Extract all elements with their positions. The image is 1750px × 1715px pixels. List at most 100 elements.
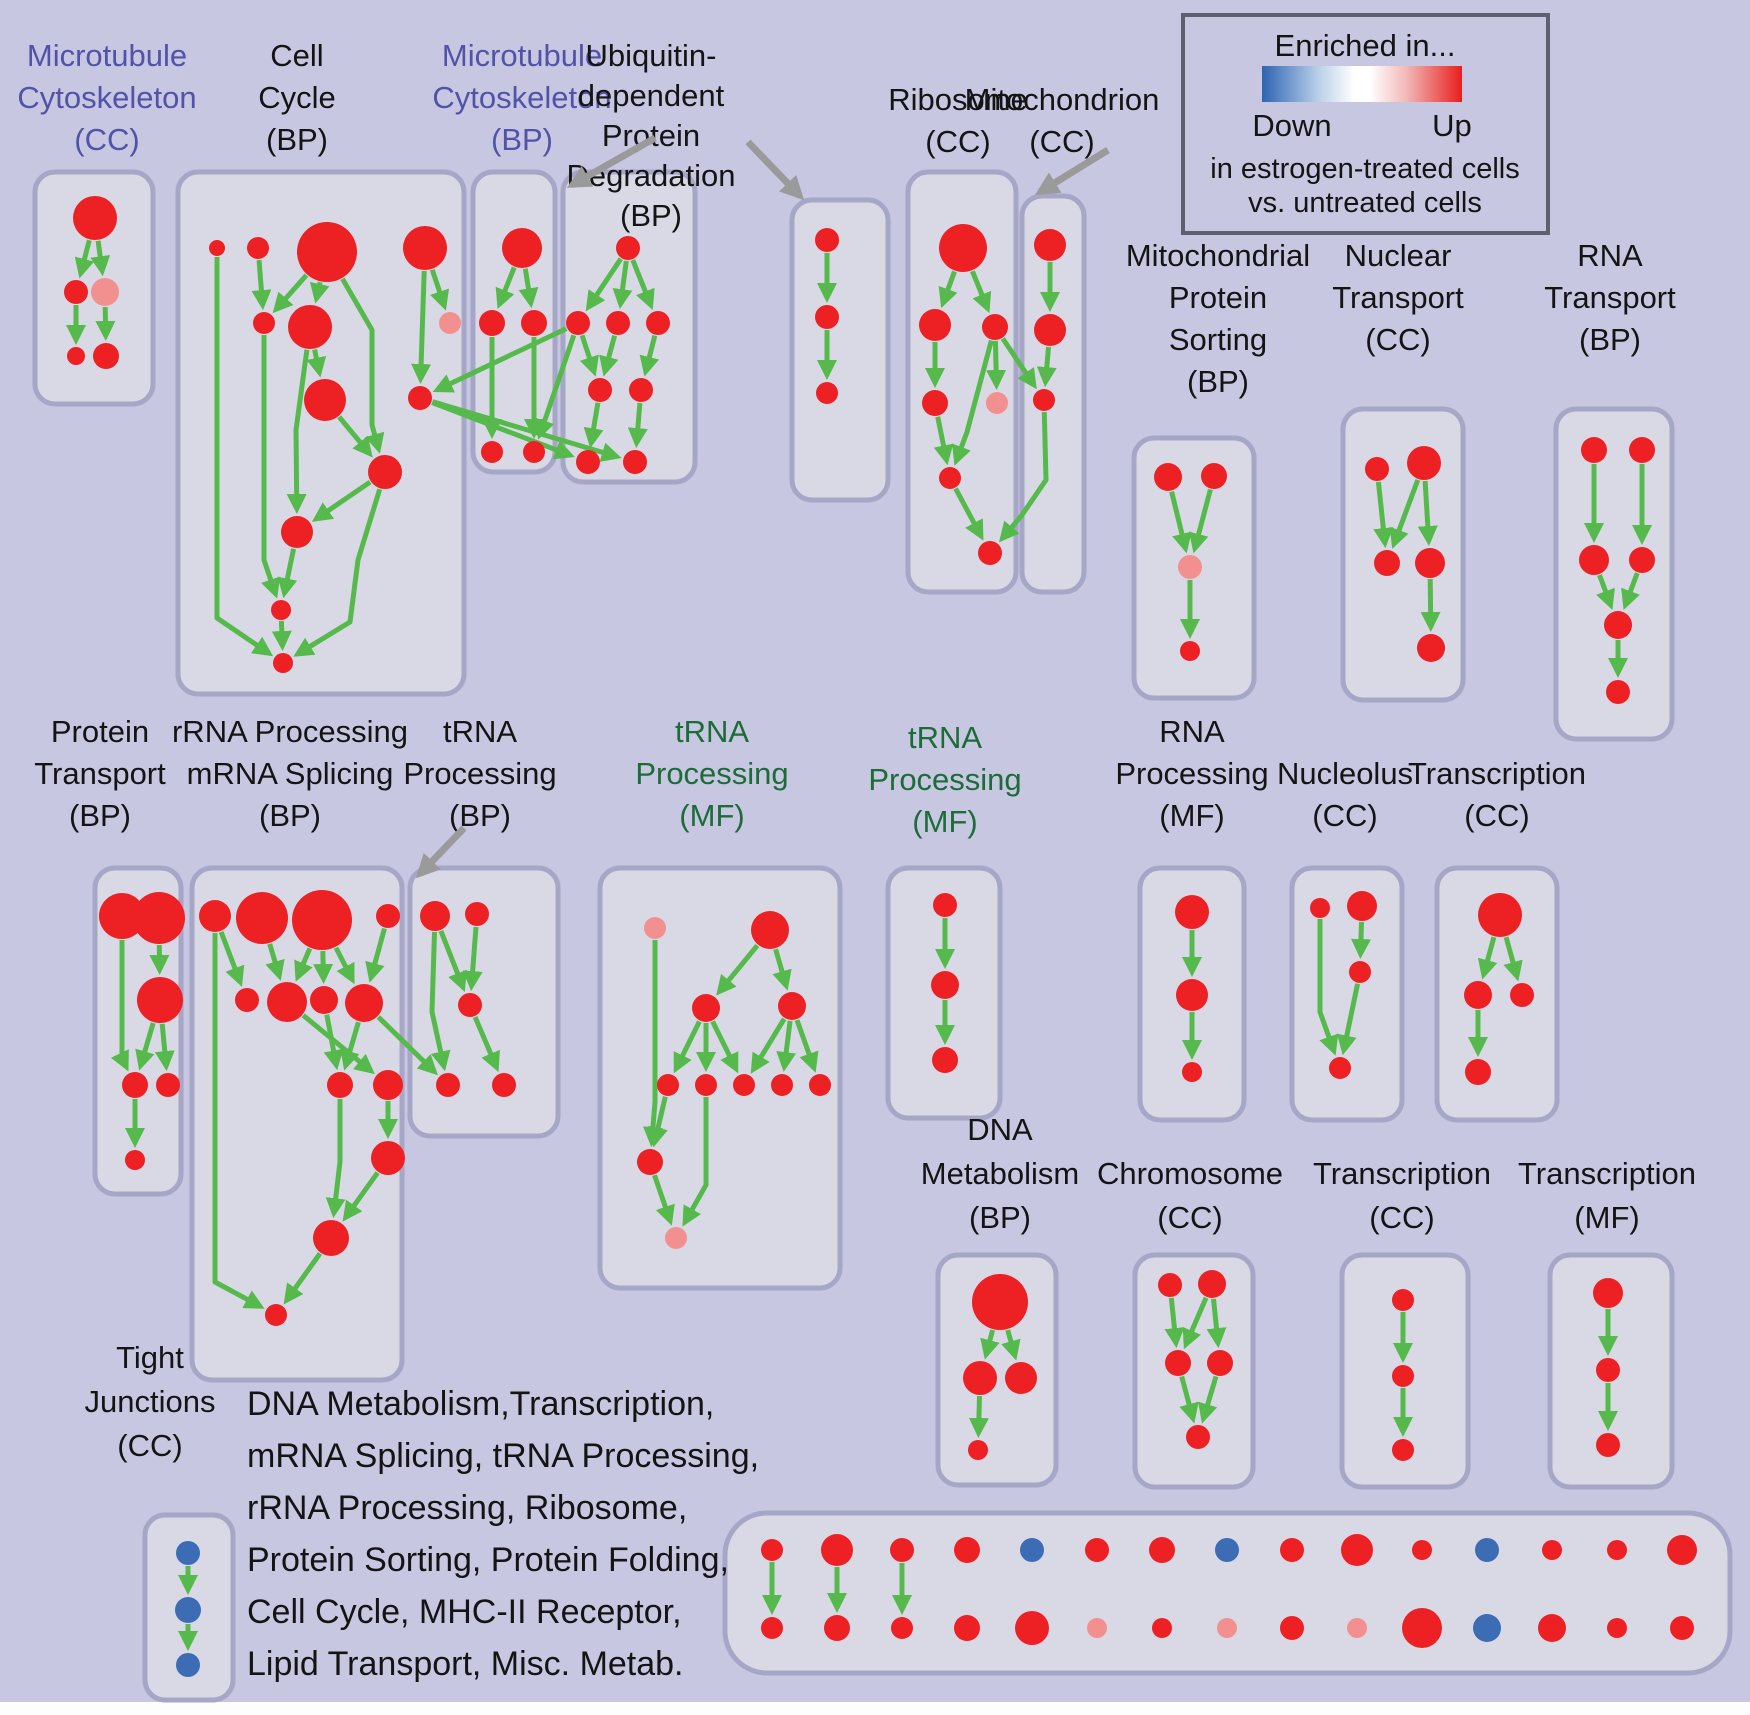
cluster-label-microtubule-bp-line0: Microtubule [442,38,602,73]
cluster-label-ubiquitin-left-line1: dependent [578,78,725,113]
edge-trna-bp-0-2 [438,929,467,992]
go-term-node-rna-processing-mf-2 [1182,1062,1202,1082]
cross-edge-ubiquitin-left-microtubule-bp [535,334,577,440]
go-term-node-microtubule-cc-3 [67,347,85,365]
cluster-box-misc-panel [722,1510,1733,1676]
cluster-label-cell-cycle-line2: (BP) [266,122,328,157]
trna-bp-pointer-icon [415,825,467,879]
go-term-node-trna-mf-large-4 [657,1074,679,1096]
go-term-node-misc-panel-19 [1015,1611,1049,1645]
go-term-node-rrna-mrna-3 [376,904,400,928]
edge-ribosome-cc-0-2 [970,270,992,314]
go-term-node-rrna-mrna-6 [310,986,338,1014]
legend-box [1181,13,1550,235]
edge-rrna-mrna-10-11 [342,1171,380,1222]
go-term-node-dna-metabolism-1 [963,1361,997,1395]
cluster-label-protein-transport-line0: Protein [51,714,149,749]
note-line-2: rRNA Processing, Ribosome, [247,1489,687,1527]
cross-edge-cell-cycle-ubiquitin-left [431,399,622,462]
go-term-node-ubiquitin-right-0 [815,228,839,252]
edge-cell-cycle-3-6 [429,269,450,311]
go-term-node-misc-panel-21 [1152,1618,1172,1638]
go-term-node-cell-cycle-6 [439,312,461,334]
edge-nuclear-transport-1-2 [1389,479,1421,549]
edge-mito-sorting-1-2 [1188,488,1213,554]
edge-trna-mf-large-5-10 [682,1097,709,1227]
cluster-label-rna-processing-mf-line2: (MF) [1159,798,1224,833]
cross-edge-cell-cycle-ubiquitin-left [431,400,575,460]
go-term-node-trna-mf-large-9 [637,1149,663,1175]
note-line-1: mRNA Splicing, tRNA Processing, [247,1437,759,1475]
go-term-node-misc-panel-3 [954,1537,980,1563]
go-term-node-trna-mf-large-1 [751,911,789,949]
cluster-label-cell-cycle-line1: Cycle [258,80,336,115]
cluster-label-protein-transport-line1: Transport [34,756,166,791]
cluster-box-dna-metabolism [935,1252,1059,1488]
note-line-5: Lipid Transport, Misc. Metab. [247,1645,684,1683]
go-term-node-ubiquitin-left-0 [616,236,640,260]
ubiquitin-right-pointer-icon [745,139,805,201]
edge-mito-sorting-0-2 [1169,491,1192,554]
edge-ribosome-cc-2-5 [952,339,994,466]
edge-rrna-mrna-2-6 [313,950,334,984]
go-term-node-rna-processing-mf-0 [1175,895,1209,929]
go-term-node-misc-panel-4 [1020,1538,1044,1562]
legend-caption-line2: vs. untreated cells [1248,187,1482,219]
edge-rrna-mrna-5-9 [301,1013,375,1075]
edge-trna-mf-large-4-9 [648,1096,668,1148]
edge-rna-transport-3-4 [1621,572,1640,610]
edge-ubiquitin-left-0-1 [585,257,623,312]
cluster-box-nucleolus [1289,865,1405,1123]
edge-cell-cycle-9-12 [293,488,383,657]
edge-chromosome-1-2 [1182,1296,1209,1350]
edge-rrna-mrna-3-7 [365,927,387,983]
go-term-node-rrna-mrna-11 [313,1220,349,1256]
go-term-node-rrna-mrna-7 [345,984,383,1022]
go-term-node-cell-cycle-11 [271,600,291,620]
cluster-label-dna-metabolism-line0: DNA [967,1112,1033,1147]
go-term-node-protein-transport-4 [156,1073,180,1097]
go-term-node-misc-panel-16 [824,1615,850,1641]
cluster-label-chromosome-line0: Chromosome [1097,1156,1283,1191]
go-term-node-rrna-mrna-2 [292,890,352,950]
go-term-node-misc-panel-23 [1280,1616,1304,1640]
edge-trna-bp-1-2 [462,926,483,992]
edge-rrna-mrna-7-8 [340,1021,361,1071]
go-term-node-misc-panel-17 [891,1617,913,1639]
cluster-label-nuclear-transport-line2: (CC) [1365,322,1430,357]
go-term-node-trna-bp-0 [420,901,450,931]
edge-cell-cycle-11-12 [271,620,292,651]
go-term-node-mitochondrion-cc-2 [1033,389,1055,411]
go-term-node-misc-panel-1 [821,1534,853,1566]
edge-rrna-mrna-2-5 [294,947,313,982]
edge-ribosome-cc-5-6 [953,487,984,541]
go-term-node-mitochondrion-cc-1 [1034,314,1066,346]
cluster-label-trna-mf-small-line2: (MF) [912,804,977,839]
layer-edges [66,239,1652,1651]
cluster-label-trna-mf-large-line2: (MF) [679,798,744,833]
go-term-node-cell-cycle-3 [403,226,447,270]
edge-protein-transport-0-3 [110,940,129,1072]
edge-trna-mf-large-1-3 [772,948,792,991]
go-term-node-trna-mf-small-2 [932,1047,958,1073]
go-term-node-cell-cycle-8 [408,386,432,410]
go-term-node-misc-panel-0 [761,1539,783,1561]
go-term-node-misc-panel-18 [954,1615,980,1641]
cluster-box-cell-cycle [175,169,467,697]
go-term-node-trna-mf-large-3 [778,992,806,1020]
edge-trna-bp-0-3 [429,931,451,1072]
go-term-node-ribosome-cc-2 [982,314,1008,340]
edge-ribosome-cc-0-1 [938,270,958,309]
cluster-label-transcription-cc-bottom-line0: Transcription [1313,1156,1491,1191]
go-term-node-ribosome-cc-6 [978,541,1002,565]
edge-chromosome-2-4 [1179,1375,1199,1424]
go-term-node-nuclear-transport-3 [1415,548,1445,578]
cluster-label-microtubule-bp-line2: (BP) [491,122,553,157]
go-term-node-misc-panel-29 [1670,1616,1694,1640]
legend-up-label: Up [1432,108,1472,143]
layer-nodes [64,196,1697,1677]
go-term-node-chromosome-1 [1198,1270,1226,1298]
go-term-node-microtubule-cc-4 [93,343,119,369]
edge-microtubule-cc-2-4 [95,306,116,341]
